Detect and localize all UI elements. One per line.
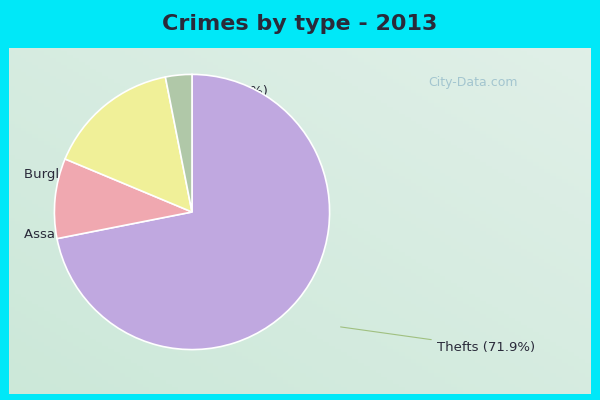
Wedge shape (55, 159, 192, 239)
Wedge shape (166, 74, 192, 212)
Wedge shape (65, 77, 192, 212)
Text: Thefts (71.9%): Thefts (71.9%) (341, 327, 535, 354)
Text: Auto thefts (9.4%): Auto thefts (9.4%) (146, 85, 268, 130)
Text: Assaults (3.1%): Assaults (3.1%) (23, 228, 127, 241)
Text: Crimes by type - 2013: Crimes by type - 2013 (163, 14, 437, 34)
Text: Burglaries (15.6%): Burglaries (15.6%) (23, 168, 148, 190)
Text: City-Data.com: City-Data.com (428, 76, 518, 89)
Wedge shape (57, 74, 329, 350)
